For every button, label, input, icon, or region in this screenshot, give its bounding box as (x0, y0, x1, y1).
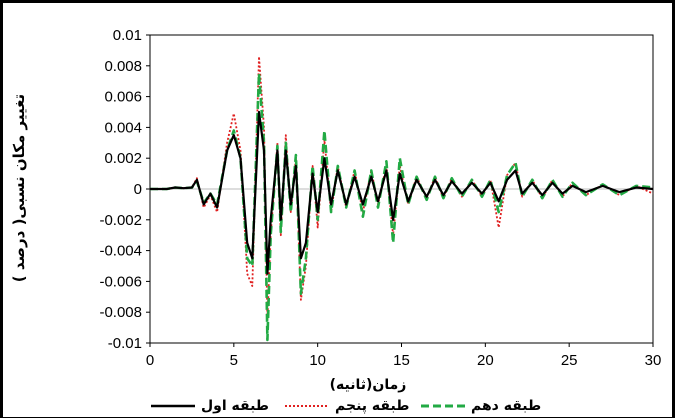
legend-label-floor-10: طبقه دهم (471, 398, 542, 414)
x-tick-label: 15 (393, 352, 410, 369)
y-tick-label: 0.01 (113, 27, 142, 44)
y-tick-label: 0.002 (104, 150, 142, 167)
legend: طبقه اول طبقه پنجم طبقه دهم (3, 398, 672, 418)
y-tick-label: 0 (134, 181, 142, 198)
legend-swatch-solid (151, 404, 195, 408)
y-tick-label: -0.008 (99, 304, 142, 321)
legend-label-floor-5: طبقه پنجم (335, 398, 410, 414)
y-tick-label: 0.008 (104, 58, 142, 75)
y-tick-label: -0.006 (99, 273, 142, 290)
y-tick-label: -0.004 (99, 243, 142, 260)
x-tick-label: 10 (309, 352, 326, 369)
x-tick-label: 25 (561, 352, 578, 369)
x-tick-label: 20 (477, 352, 494, 369)
series-line-1 (150, 110, 654, 275)
legend-label-floor-1: طبقه اول (201, 398, 269, 414)
y-tick-label: -0.002 (99, 212, 142, 229)
y-tick-label: 0.006 (104, 89, 142, 106)
legend-item-floor-5: طبقه پنجم (285, 398, 409, 414)
y-axis-label: تغییر مکان نسبی( درصد ) (10, 93, 28, 283)
x-tick-label: 0 (146, 352, 154, 369)
y-tick-label: -0.01 (108, 335, 142, 352)
chart-frame: 0.01 0.008 0.006 0.004 0.002 0 -0.002 -0.004 -0.… (3, 3, 672, 417)
legend-swatch-dotted (285, 405, 329, 407)
displacement-chart: 0.01 0.008 0.006 0.004 0.002 0 -0.002 -0.004 -0.… (99, 27, 662, 369)
legend-item-floor-10: طبقه دهم (421, 398, 541, 414)
x-axis-label: زمان(ثانیه) (329, 377, 407, 393)
legend-swatch-dashed (421, 404, 465, 408)
x-tick-label: 30 (645, 352, 662, 369)
x-tick-label: 5 (230, 352, 238, 369)
legend-item-floor-1: طبقه اول (151, 398, 269, 414)
series-line-3 (150, 72, 654, 342)
y-tick-label: 0.004 (104, 119, 142, 136)
